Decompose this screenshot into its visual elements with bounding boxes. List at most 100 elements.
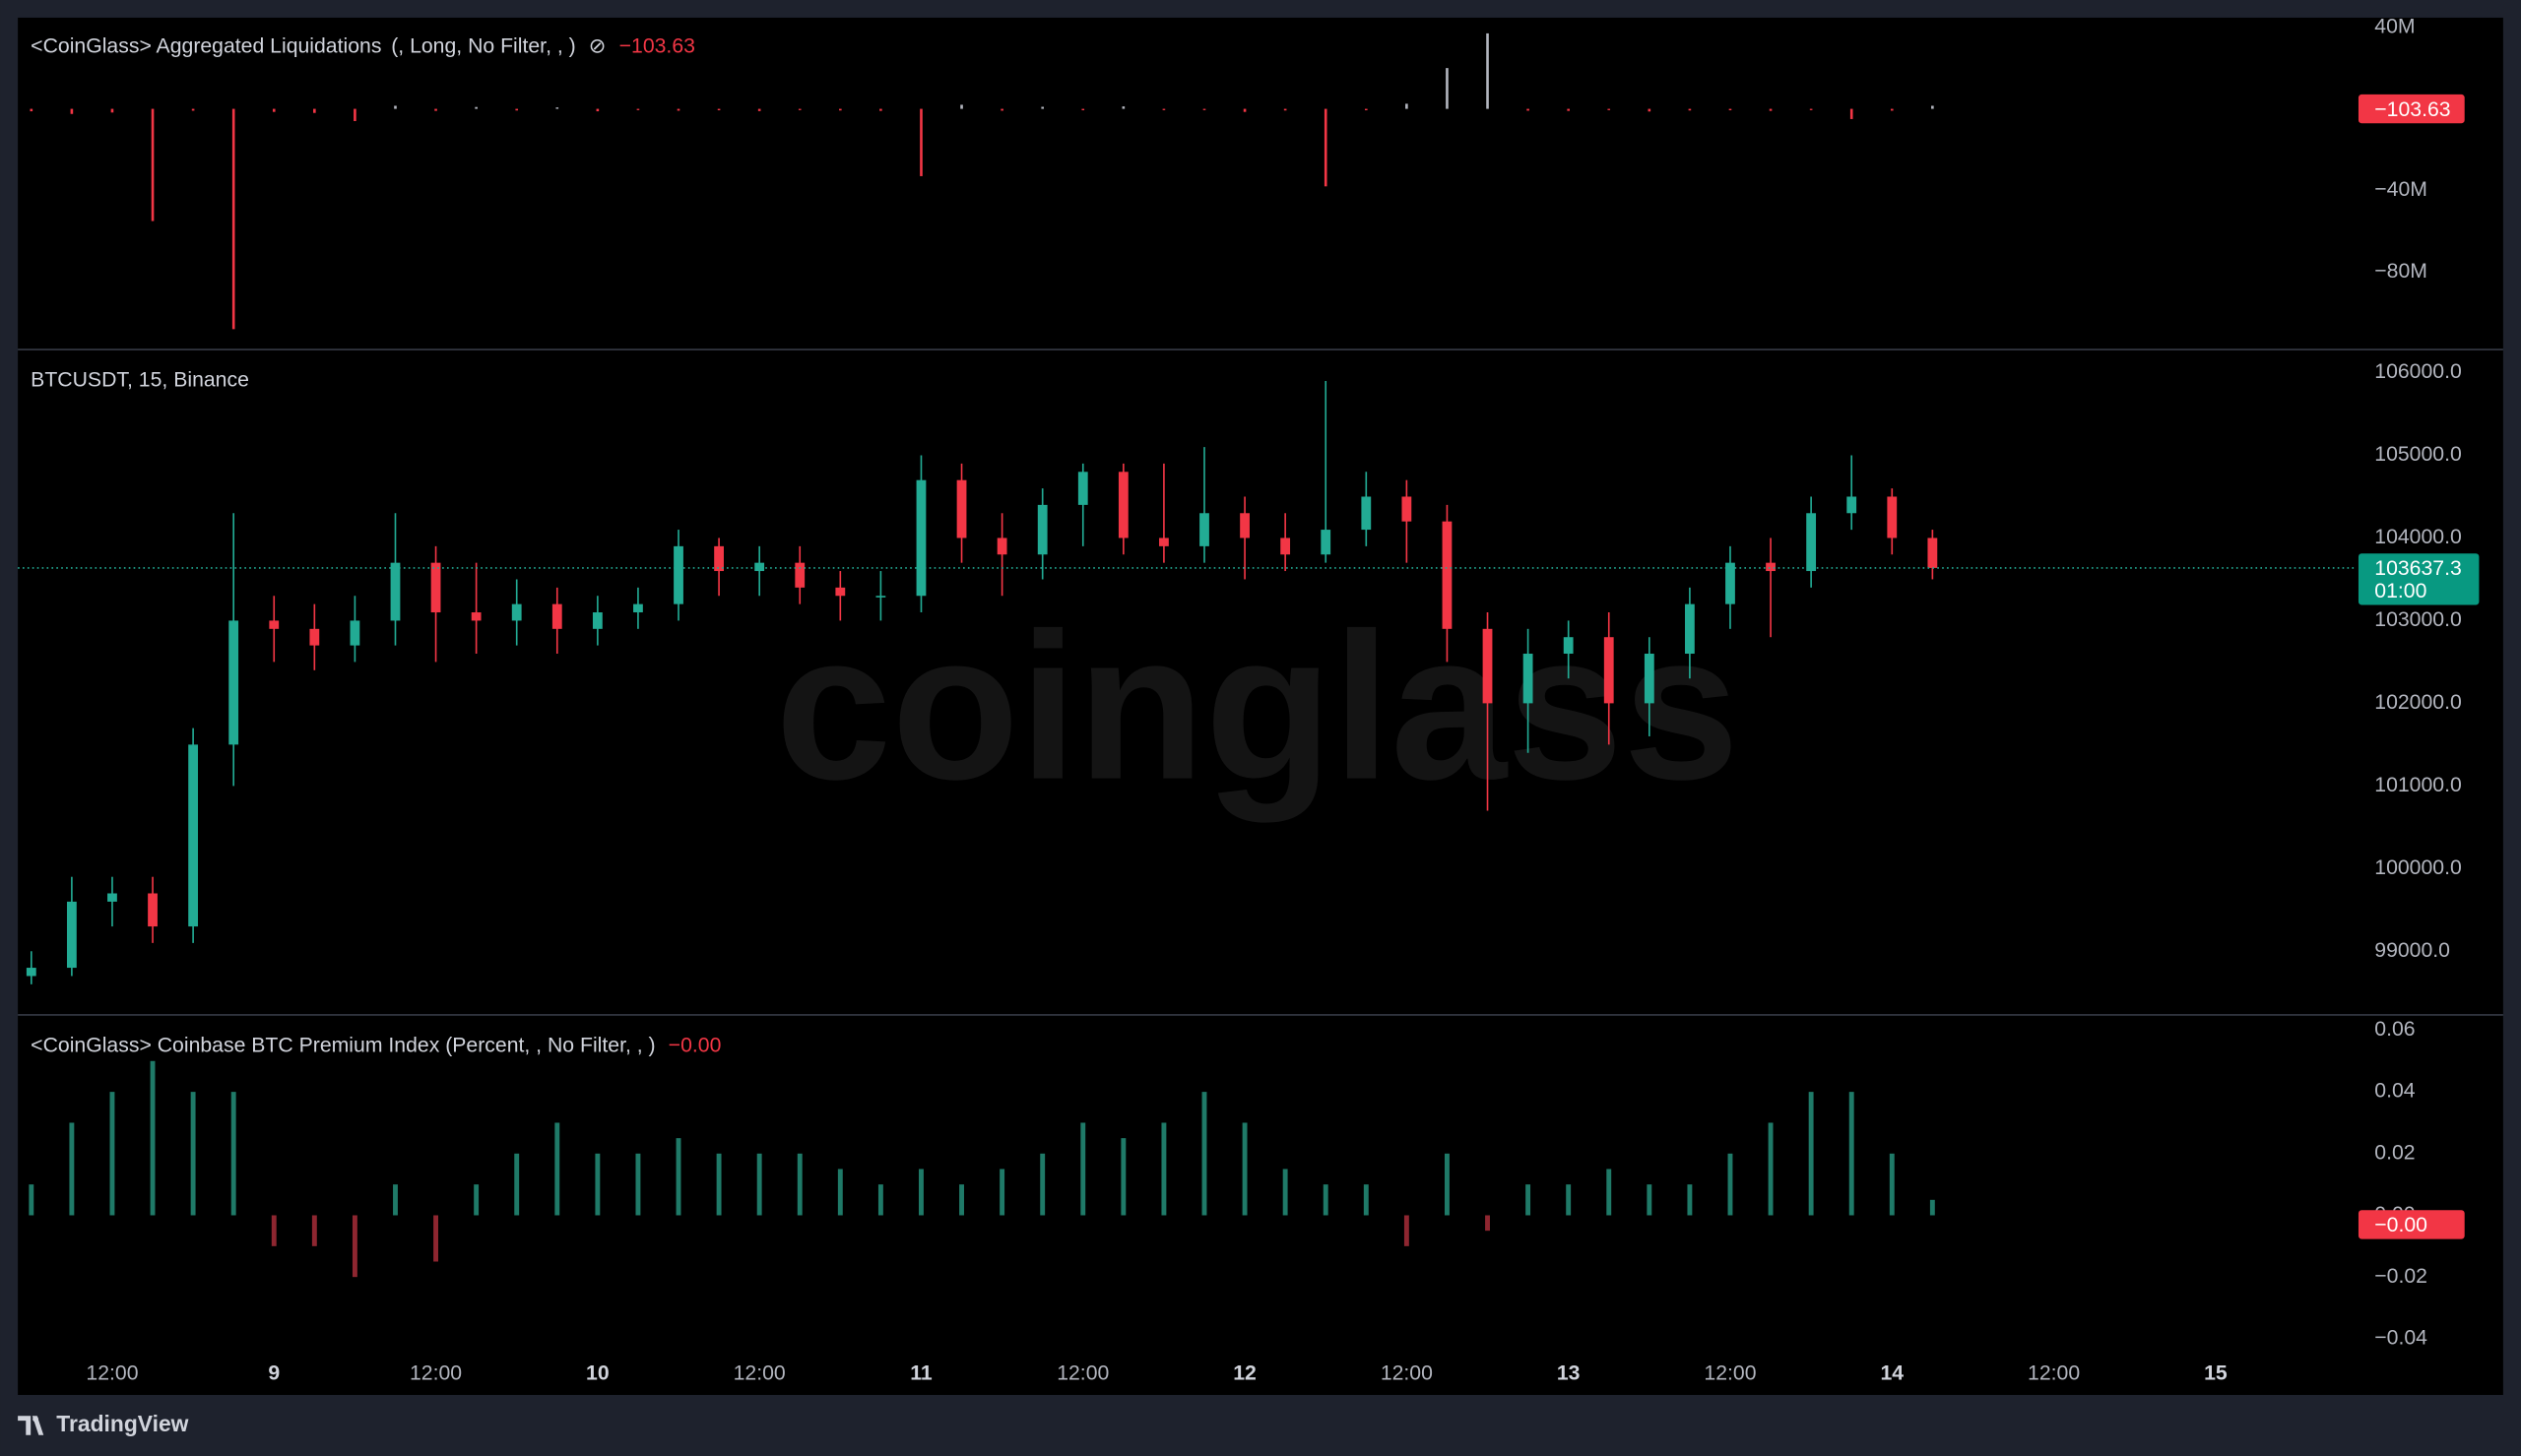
candle-body [1846,496,1857,514]
candle-body [430,562,441,613]
x-tick-label: 12:00 [410,1361,462,1384]
bar [70,108,74,114]
x-tick-label: 12:00 [1381,1361,1433,1384]
bar [1889,1153,1895,1216]
bar [1405,103,1408,109]
bar [717,108,721,111]
bar [1161,1122,1167,1216]
candle-body [714,545,724,572]
bar [1121,1138,1127,1216]
bar [676,1138,681,1216]
bar [474,1184,480,1216]
bar [1243,108,1247,112]
x-tick-label: 12:00 [1057,1361,1109,1384]
x-tick-label: 11 [910,1361,933,1384]
candle-body [471,612,482,621]
bar [313,108,316,113]
price-badge-label: 103637.3 [2374,557,2462,580]
candle-body [1685,603,1695,655]
candle-body [66,901,77,969]
bar [716,1153,722,1216]
candle-body [551,603,562,629]
bar [920,108,923,176]
y-tick-label: 100000.0 [2374,856,2462,879]
y-tick-label: 99000.0 [2374,939,2450,962]
candle-body [350,620,360,646]
bar [1323,1184,1328,1216]
bar [1445,1153,1450,1216]
candle-body [1077,472,1088,505]
bar [1566,1184,1572,1216]
candle-body [835,587,846,597]
candle-body [188,744,199,927]
bar [191,108,195,111]
y-tick-label: 103000.0 [2374,608,2462,631]
candle-body [1118,472,1129,538]
candle-body [1766,562,1776,572]
bar [1526,108,1529,111]
candle-body [1887,496,1898,538]
candle-body [875,596,886,598]
bar [1607,108,1611,110]
series [26,380,1938,984]
bar [554,1122,560,1216]
bar [394,105,397,109]
bar [150,1060,156,1216]
candle-body [754,562,765,572]
bar [352,1215,357,1278]
bar [877,1184,883,1216]
bar [837,1169,843,1216]
bar [1486,32,1489,109]
bar [1769,108,1773,111]
candle-body [997,538,1007,555]
candle-body [1442,521,1453,629]
bar [798,108,802,110]
bar [1041,106,1045,109]
bar [1364,108,1368,111]
bar [434,108,437,111]
bar [354,108,356,122]
y-tick-label: −80M [2374,260,2427,283]
bar [596,108,600,112]
bar [959,1184,964,1216]
y-tick-label: 105000.0 [2374,443,2462,466]
x-tick-label: 13 [1557,1361,1581,1384]
bar [1201,1092,1207,1216]
bar [1931,105,1934,109]
candle-body [592,612,603,629]
candle-body [1482,628,1493,704]
y-tick-label: 0.02 [2374,1141,2415,1164]
pane-title: BTCUSDT, 15, Binance [31,369,249,392]
bar [1890,108,1894,111]
candle-body [1806,513,1817,572]
candle-body [269,620,280,629]
bar [271,1215,277,1246]
candle-body [1199,513,1209,546]
candle-body [1603,637,1614,704]
bar [1363,1184,1369,1216]
watermark: coinglass [775,590,1739,823]
series [30,32,1934,330]
y-tick-label: 0.06 [2374,1018,2415,1041]
bar [1768,1122,1774,1216]
bar [1001,108,1003,111]
bar [1929,1199,1935,1216]
bar [231,108,235,330]
bar [515,108,519,111]
bar [514,1153,520,1216]
bar [1809,108,1813,110]
candle-body [26,968,36,977]
y-tick-label: 40M [2374,15,2415,37]
bar [1122,106,1126,109]
candle-body [390,562,401,621]
bar [595,1153,601,1216]
bar [879,108,882,111]
bar [30,108,33,112]
candle-body [633,603,643,613]
y-tick-label: 0.04 [2374,1080,2415,1103]
bar [190,1092,196,1216]
x-tick-label: 12:00 [734,1361,786,1384]
candle-body [956,479,967,538]
bar [110,108,114,113]
